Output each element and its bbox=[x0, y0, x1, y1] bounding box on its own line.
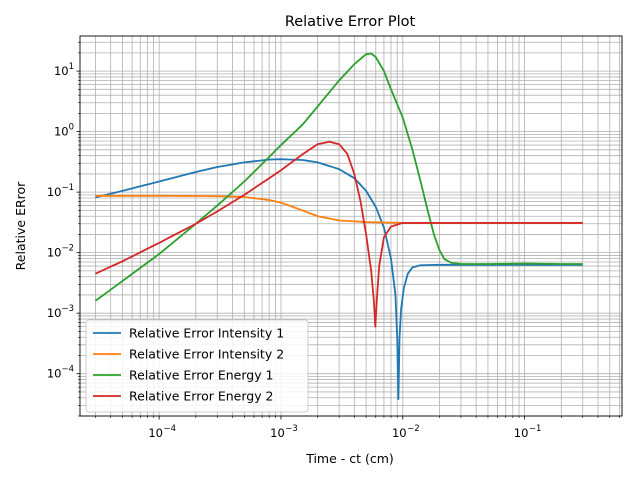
series-line-3 bbox=[94, 52, 583, 302]
series-line-4 bbox=[95, 140, 583, 328]
x-axis-label: Time - ct (cm) bbox=[305, 451, 394, 466]
legend-label: Relative Error Intensity 1 bbox=[129, 326, 284, 341]
y-axis-label: Relative ERror bbox=[13, 181, 28, 270]
legend-label: Relative Error Energy 2 bbox=[129, 389, 274, 404]
y-tick-label: 101 bbox=[54, 62, 74, 78]
y-tick-label: 10−2 bbox=[47, 244, 74, 260]
legend-label: Relative Error Energy 1 bbox=[129, 368, 274, 383]
chart-title: Relative Error Plot bbox=[285, 14, 416, 30]
legend-label: Relative Error Intensity 2 bbox=[129, 347, 284, 362]
legend-box bbox=[85, 319, 309, 413]
y-tick-label: 100 bbox=[54, 123, 74, 139]
series-line-1 bbox=[95, 158, 583, 401]
y-tick-label: 10−3 bbox=[47, 304, 74, 320]
y-tick-label: 10−4 bbox=[47, 365, 74, 381]
y-tick-label: 10−1 bbox=[47, 183, 74, 199]
legend: Relative Error Intensity 1 Relative Error… bbox=[85, 319, 309, 413]
series-lines bbox=[94, 52, 583, 401]
plot-frame bbox=[79, 35, 623, 417]
